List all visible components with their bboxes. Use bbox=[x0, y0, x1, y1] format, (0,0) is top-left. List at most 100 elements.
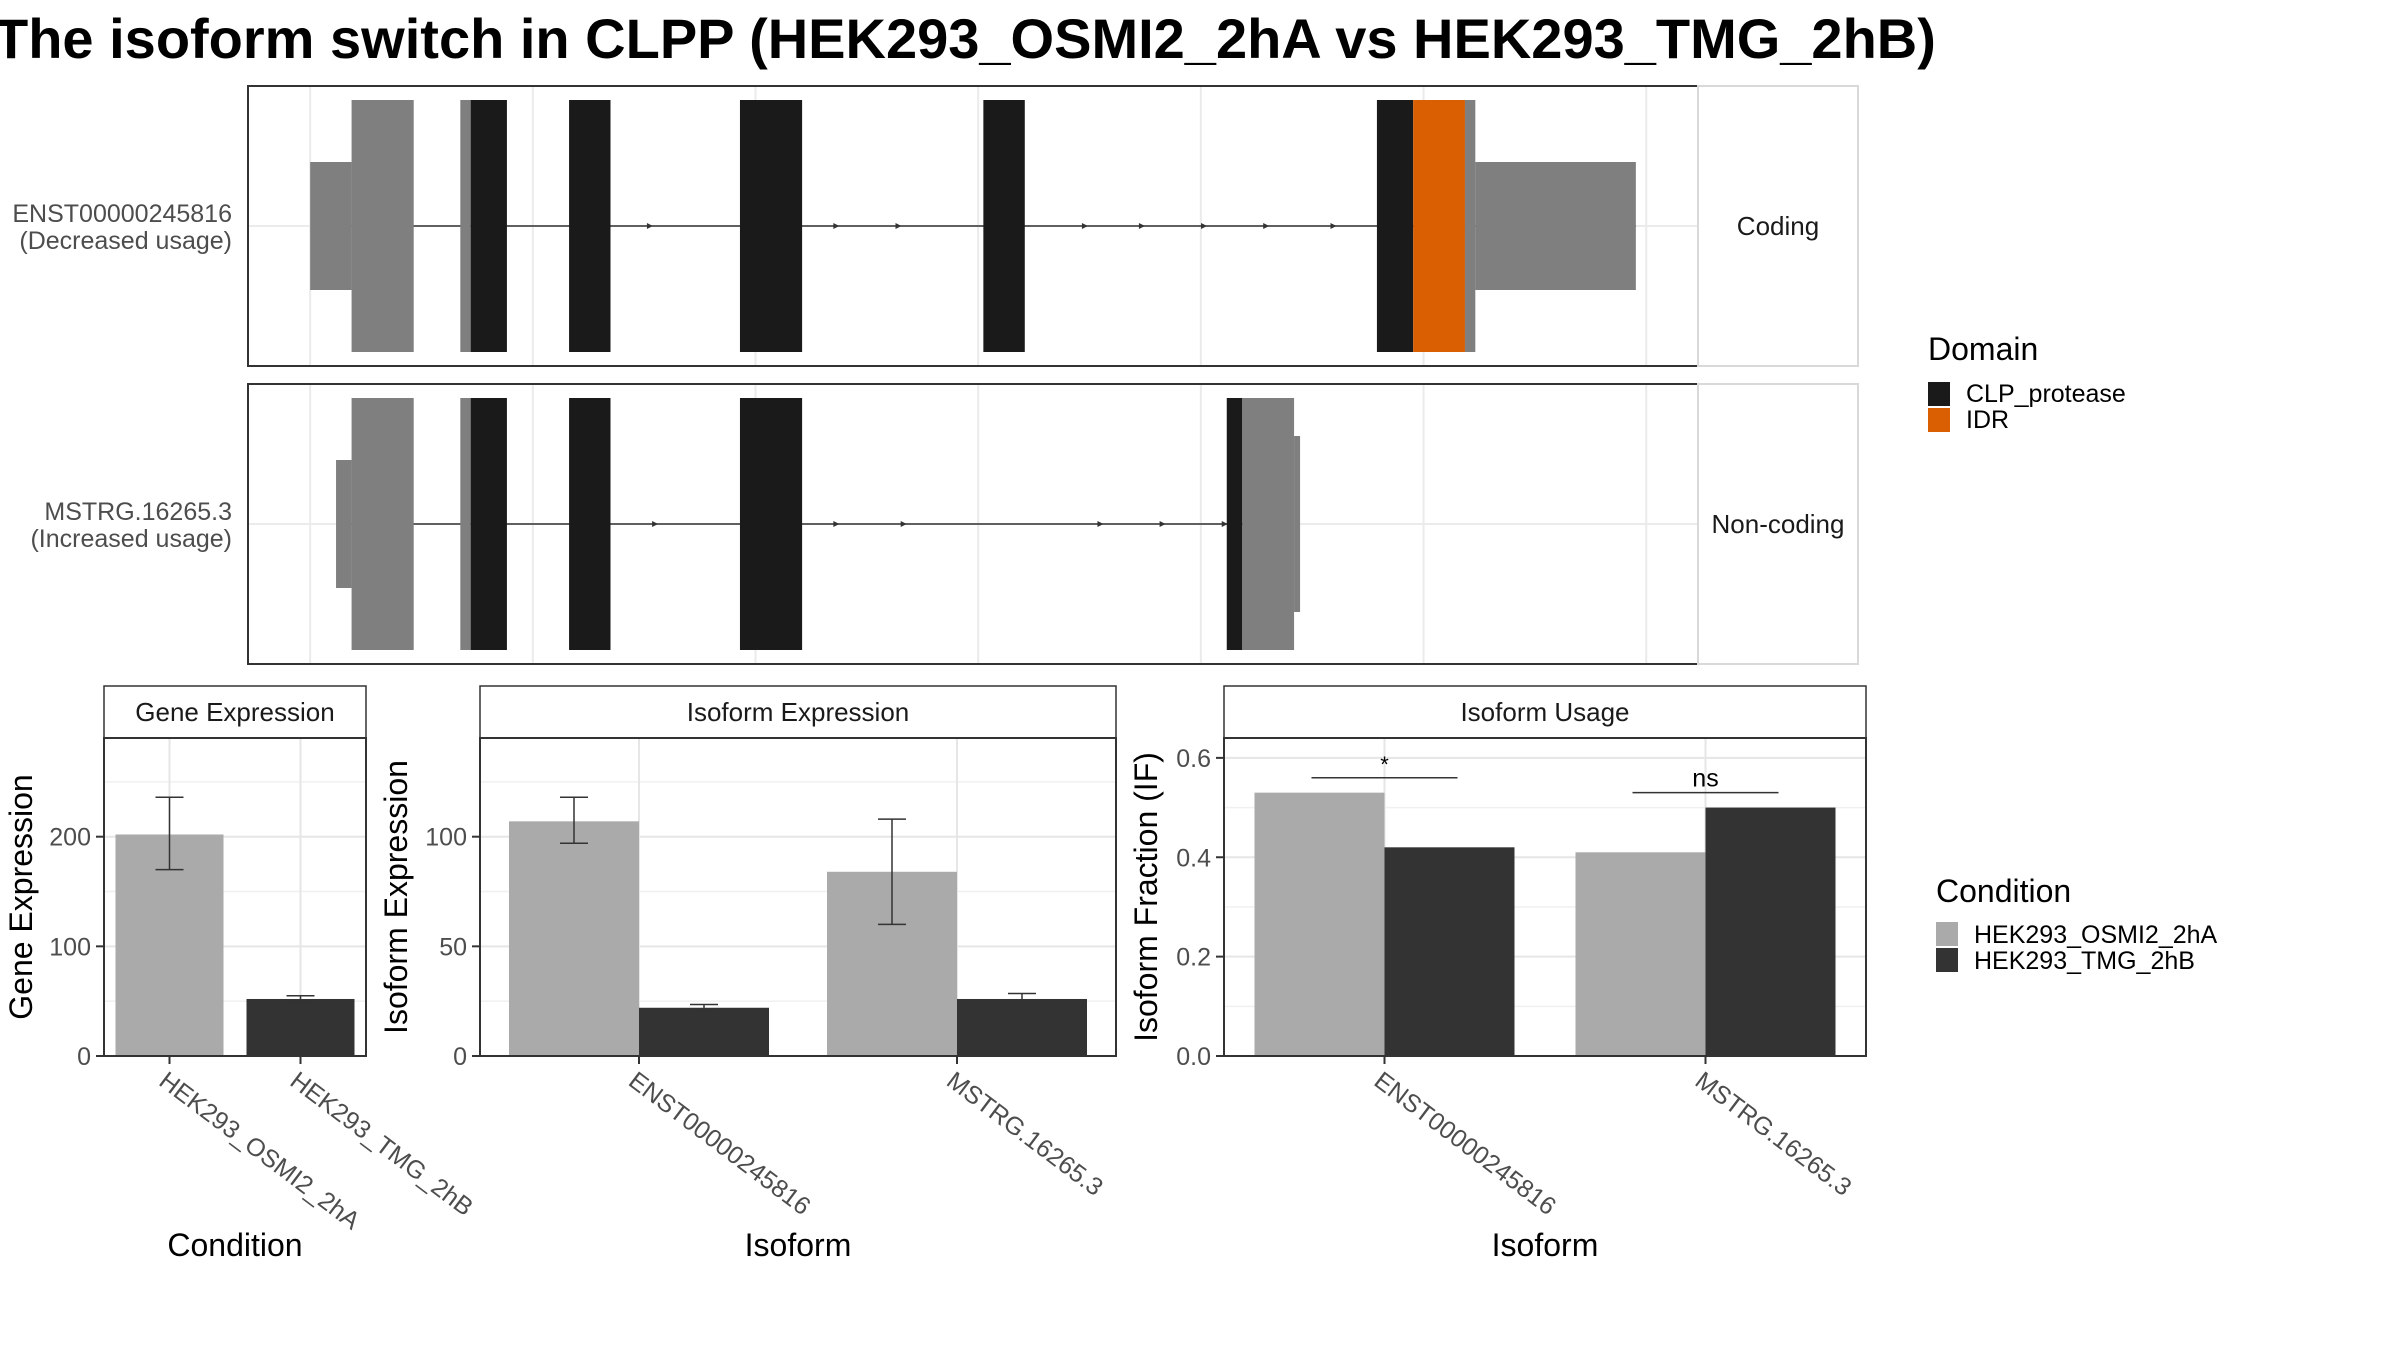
idr-domain bbox=[1413, 100, 1465, 352]
strip-box bbox=[1697, 383, 1859, 665]
y-axis-title: Isoform Expression bbox=[378, 760, 414, 1034]
transcript-panel-2: Non-coding MSTRG.16265.3(Increased usage) bbox=[30, 383, 1859, 665]
bar bbox=[1705, 807, 1836, 1056]
utr-exon bbox=[1294, 436, 1301, 612]
intron-arrow bbox=[833, 521, 840, 527]
strip-box bbox=[103, 685, 367, 739]
bar-panel-isoform-usage: Isoform Usage * ns 0.0 0.2 0.4 0.6 ENST00000245… bbox=[1128, 685, 1867, 1263]
x-axis-title: Isoform bbox=[1492, 1227, 1599, 1263]
bar bbox=[115, 834, 224, 1056]
legend-title: Condition bbox=[1936, 873, 2071, 909]
utr-exon bbox=[336, 460, 352, 588]
y-tick-label: 0.4 bbox=[1176, 844, 1211, 872]
cds-exon-clp-protease bbox=[739, 398, 803, 650]
x-tick-label: ENST00000245816 bbox=[1369, 1066, 1561, 1221]
y-tick-label: 0 bbox=[453, 1043, 467, 1071]
strip-box bbox=[479, 685, 1117, 739]
intron-arrow bbox=[1097, 521, 1104, 527]
strip-label: Non-coding bbox=[1712, 509, 1845, 539]
legend-item: IDR bbox=[1966, 406, 2009, 434]
intron-arrow bbox=[1263, 223, 1270, 229]
cds-exon-clp-protease bbox=[569, 398, 611, 650]
strip-label: Isoform Expression bbox=[687, 697, 910, 727]
bar bbox=[509, 821, 639, 1056]
utr-exon bbox=[460, 398, 471, 650]
page-title: The isoform switch in CLPP (HEK293_OSMI2… bbox=[0, 7, 1936, 70]
utr-exon bbox=[351, 398, 414, 650]
legend-swatch bbox=[1928, 408, 1950, 432]
utr-exon bbox=[1242, 398, 1295, 650]
y-tick-label: 200 bbox=[49, 824, 91, 852]
cds-exon-clp-protease bbox=[470, 100, 507, 352]
y-axis-title: Isoform Fraction (IF) bbox=[1128, 752, 1164, 1042]
intron-arrow bbox=[1330, 223, 1337, 229]
utr-exon bbox=[351, 100, 414, 352]
y-tick-label: 0.6 bbox=[1176, 745, 1211, 773]
bar bbox=[957, 998, 1087, 1056]
y-tick-label: 0 bbox=[77, 1043, 91, 1071]
bar bbox=[639, 1007, 769, 1056]
legend-title: Domain bbox=[1928, 331, 2038, 367]
intron-arrow bbox=[652, 521, 659, 527]
bar bbox=[1384, 847, 1515, 1056]
x-tick-label: MSTRG.16265.3 bbox=[941, 1066, 1108, 1201]
x-axis-title: Condition bbox=[167, 1227, 302, 1263]
x-tick-label: ENST00000245816 bbox=[623, 1066, 815, 1221]
bar bbox=[1254, 792, 1385, 1056]
legend-swatch bbox=[1928, 382, 1950, 406]
cds-exon-clp-protease bbox=[1376, 100, 1414, 352]
transcript-id-label: ENST00000245816 bbox=[12, 200, 232, 228]
significance-label: * bbox=[1380, 752, 1389, 777]
transcript-usage-label: (Decreased usage) bbox=[19, 227, 232, 255]
transcript-id-label: MSTRG.16265.3 bbox=[44, 498, 232, 526]
cds-exon-clp-protease bbox=[983, 100, 1025, 352]
legend-item: CLP_protease bbox=[1966, 380, 2126, 408]
y-tick-label: 100 bbox=[425, 824, 467, 852]
intron-arrow bbox=[1081, 223, 1088, 229]
intron-arrow bbox=[833, 223, 840, 229]
cds-exon-clp-protease bbox=[1226, 398, 1243, 650]
strip-label: Coding bbox=[1737, 211, 1819, 241]
intron-arrow bbox=[900, 521, 907, 527]
x-tick-label: MSTRG.16265.3 bbox=[1690, 1066, 1857, 1201]
y-tick-label: 0.0 bbox=[1176, 1043, 1211, 1071]
cds-exon-clp-protease bbox=[739, 100, 803, 352]
y-tick-label: 0.2 bbox=[1176, 944, 1211, 972]
strip-box bbox=[1697, 85, 1859, 367]
intron-arrow bbox=[895, 223, 902, 229]
strip-box bbox=[1223, 685, 1867, 739]
intron-arrow bbox=[646, 223, 653, 229]
panel-border bbox=[1223, 737, 1867, 1057]
legend-swatch bbox=[1936, 948, 1958, 972]
bar bbox=[246, 998, 355, 1056]
transcript-usage-label: (Increased usage) bbox=[30, 525, 232, 553]
cds-exon-clp-protease bbox=[470, 398, 507, 650]
transcript-panel-1: Coding ENST00000245816(Decreased usage) bbox=[12, 85, 1859, 367]
legend-swatch bbox=[1936, 922, 1958, 946]
utr-exon bbox=[1475, 162, 1636, 290]
y-tick-label: 100 bbox=[49, 933, 91, 961]
bar bbox=[1575, 852, 1706, 1056]
intron-arrow bbox=[1138, 223, 1145, 229]
utr-exon bbox=[460, 100, 471, 352]
utr-exon bbox=[1464, 100, 1476, 352]
y-axis-title: Gene Expression bbox=[3, 774, 39, 1019]
strip-label: Isoform Usage bbox=[1460, 697, 1629, 727]
significance-label: ns bbox=[1692, 765, 1718, 793]
intron-arrow bbox=[1201, 223, 1208, 229]
x-axis-title: Isoform bbox=[745, 1227, 852, 1263]
intron-arrow bbox=[1159, 521, 1166, 527]
y-tick-label: 50 bbox=[439, 933, 467, 961]
bar-panel-isoform-expression: Isoform Expression 0 50 100 ENST00000245816 M… bbox=[378, 685, 1117, 1263]
cds-exon-clp-protease bbox=[569, 100, 611, 352]
intron-arrow bbox=[1221, 521, 1228, 527]
panel-border bbox=[479, 737, 1117, 1057]
legend-item: HEK293_TMG_2hB bbox=[1974, 947, 2195, 975]
panel-border bbox=[103, 737, 367, 1057]
utr-exon bbox=[310, 162, 352, 290]
strip-label: Gene Expression bbox=[135, 697, 334, 727]
legend-item: HEK293_OSMI2_2hA bbox=[1974, 921, 2218, 949]
